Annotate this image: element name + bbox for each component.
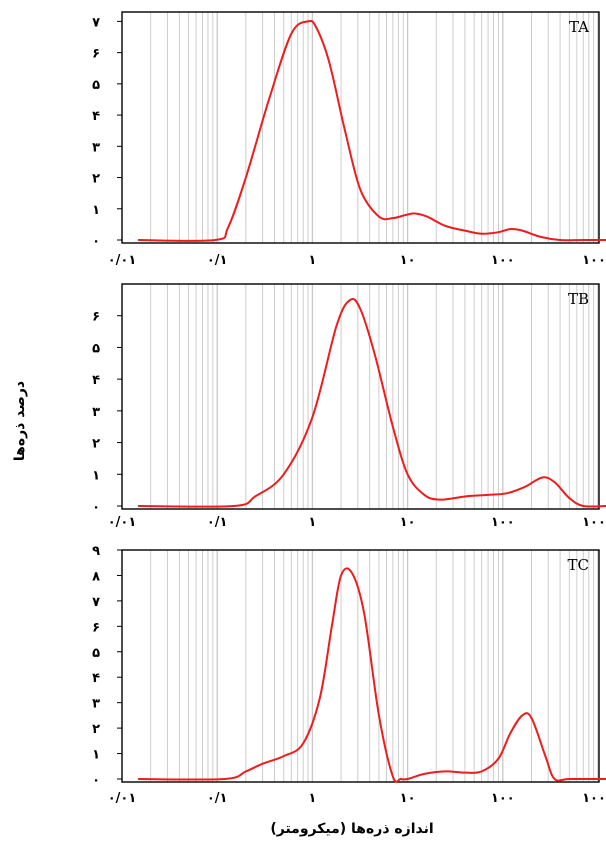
x-tick-label: ۰/۱ <box>207 253 228 268</box>
x-tick-label: ۰/۱ <box>207 791 228 806</box>
y-tick-label: ۵ <box>92 78 100 93</box>
y-tick-label: ۶ <box>92 620 100 635</box>
x-tick-label: ۱۰۰۰ <box>582 515 606 530</box>
y-tick-label: ۶ <box>92 310 100 325</box>
plot-frame <box>121 283 600 510</box>
plot-frame <box>121 11 600 244</box>
x-tick-label: ۱۰۰ <box>491 253 515 268</box>
y-tick-label: ۲ <box>92 722 100 737</box>
panels: ۰۱۲۳۴۵۶۷۰/۰۱۰/۱۱۱۰۱۰۰۱۰۰۰TA۰۱۲۳۴۵۶۰/۰۱۰/… <box>92 11 606 806</box>
y-tick-label: ۳ <box>92 405 100 420</box>
x-tick-label: ۱۰۰ <box>491 791 515 806</box>
panel-ta: ۰ ۱ ۲ ۳ ۴ ۵ ۶ ۷ ۰/۰۱ ۰/۱ ۱ ۱۰ ۱۰۰ ۱۰۰۰ TA <box>92 11 606 268</box>
plot-frame <box>121 549 600 783</box>
x-tick-label: ۱۰۰۰ <box>582 253 606 268</box>
y-tick-label: ۱ <box>92 468 100 483</box>
y-tick-label: ۰ <box>92 234 100 249</box>
x-tick-label: ۱۰ <box>400 791 416 806</box>
y-tick-label: ۵ <box>92 341 100 356</box>
y-tick-label: ۳ <box>92 140 100 155</box>
series-line <box>137 567 606 783</box>
x-tick-label: ۱۰ <box>400 515 416 530</box>
y-tick-label: ۴ <box>92 373 100 388</box>
x-tick-label: ۱ <box>308 791 316 806</box>
x-axis-title: اندازه ذره‌ها (میکرومتر) <box>270 821 433 837</box>
y-tick-label: ۰ <box>92 773 100 788</box>
y-tick-label: ۹ <box>92 544 100 559</box>
y-tick-label: ۵ <box>92 646 100 661</box>
y-tick-label: ۰ <box>92 500 100 515</box>
panel-tag: TA <box>569 18 589 36</box>
x-tick-label: ۱ <box>308 515 316 530</box>
y-tick-label: ۶ <box>92 47 100 62</box>
x-tick-label: ۱۰۰ <box>491 515 515 530</box>
x-tick-label: ۰/۰۱ <box>108 791 137 806</box>
x-tick-label: ۱ <box>308 253 316 268</box>
x-tick-label: ۰/۰۱ <box>108 253 137 268</box>
panel-tag: TB <box>568 290 589 308</box>
x-tick-label: ۰/۱ <box>207 515 228 530</box>
y-tick-label: ۴ <box>92 109 100 124</box>
x-tick-label: ۰/۰۱ <box>108 515 137 530</box>
y-tick-label: ۴ <box>92 671 100 686</box>
y-tick-label: ۲ <box>92 437 100 452</box>
panel-tb: ۰ ۱ ۲ ۳ ۴ ۵ ۶ ۰/۰۱ ۰/۱ ۱ ۱۰ ۱۰۰ ۱۰۰۰ TB <box>92 283 606 530</box>
y-tick-label: ۷ <box>92 595 100 610</box>
x-tick-label: ۱۰۰۰ <box>582 791 606 806</box>
series-line <box>137 297 606 508</box>
y-tick-label: ۱ <box>92 748 100 763</box>
y-tick-label: ۲ <box>92 172 100 187</box>
series-line <box>137 19 606 242</box>
x-tick-label: ۱۰ <box>400 253 416 268</box>
y-tick-label: ۱ <box>92 203 100 218</box>
y-tick-label: ۷ <box>92 15 100 30</box>
y-tick-label: ۸ <box>92 569 100 584</box>
y-axis-title: درصد ذره‌ها <box>12 381 28 461</box>
y-tick-label: ۳ <box>92 697 100 712</box>
panel-tc: ۰ ۱ ۲ ۳ ۴ ۵ ۶ ۷ ۸ ۹ ۰/۰۱ ۰/۱ ۱ ۱۰ ۱۰۰ ۱۰۰۰ TC <box>92 544 606 806</box>
panel-tag: TC <box>568 556 589 574</box>
